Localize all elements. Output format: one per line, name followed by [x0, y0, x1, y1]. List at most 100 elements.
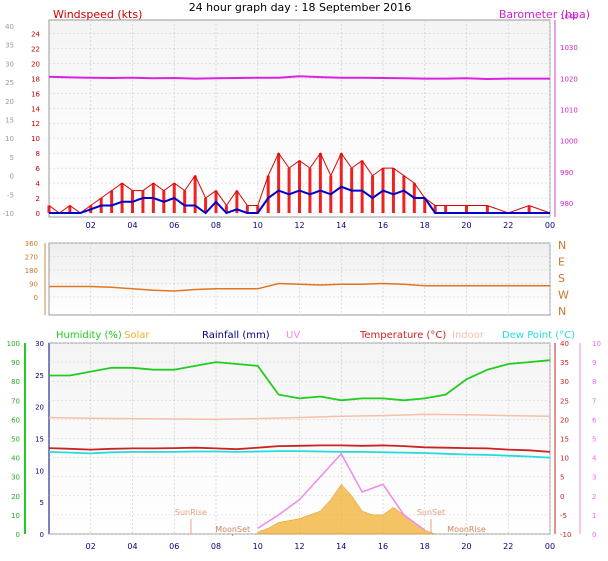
- uv-tick-label: 0: [592, 531, 596, 539]
- y-tick-label: 20: [31, 60, 40, 68]
- uv-tick-label: 4: [592, 455, 597, 463]
- series-line-wind-average: [49, 185, 550, 215]
- barometer-label: Barometer (hpa): [499, 8, 590, 21]
- y-tick-label: 18: [31, 75, 40, 83]
- x-tick-label: 22: [503, 221, 513, 230]
- windspeed-label: Windspeed (kts): [53, 8, 142, 21]
- baro-tick-label: 1030: [560, 44, 578, 52]
- x-tick-label: 04: [127, 221, 137, 230]
- rain-tick-label: 15: [35, 436, 44, 444]
- y-tick-label: 2: [36, 195, 40, 203]
- legend-entry: Dew Point (°C): [502, 330, 575, 341]
- x-tick-label: 04: [127, 542, 137, 551]
- series-line-wind-direction: [49, 282, 550, 292]
- chart-title: 24 hour graph day : 18 September 2016: [189, 1, 412, 14]
- x-tick-label: 10: [253, 221, 263, 230]
- temp-tick-label: 20: [560, 416, 569, 424]
- compass-label: E: [558, 256, 565, 269]
- legend-entry: UV: [286, 330, 300, 341]
- y-tick-label: 22: [31, 45, 40, 53]
- x-tick-label: 18: [420, 221, 430, 230]
- uv-tick-label: 3: [592, 474, 596, 482]
- y-tick-label: 16: [31, 90, 40, 98]
- legend-entry: Solar: [124, 330, 150, 341]
- uv-tick-label: 8: [592, 378, 596, 386]
- uv-tick-label: 10: [592, 340, 601, 348]
- humidity-tick-label: 40: [11, 455, 20, 463]
- x-tick-label: 16: [378, 221, 388, 230]
- uv-tick-label: 5: [592, 436, 596, 444]
- direction-tick-label: 90: [29, 281, 38, 289]
- y-tick-label: 14: [31, 105, 40, 113]
- baro-tick-label: 1010: [560, 107, 578, 115]
- series-line-gust: [48, 152, 551, 214]
- humidity-tick-label: 90: [11, 359, 20, 367]
- baro-tick-label: 980: [560, 200, 573, 208]
- humidity-tick-label: 30: [11, 474, 20, 482]
- humidity-tick-label: 20: [11, 493, 20, 501]
- baro-tick-label: 1020: [560, 75, 578, 83]
- x-tick-label: 02: [86, 542, 96, 551]
- y-far-left-tick-label: 20: [5, 98, 14, 106]
- humidity-tick-label: 0: [16, 531, 20, 539]
- y-tick-label: 10: [31, 135, 40, 143]
- rain-tick-label: 10: [35, 467, 44, 475]
- humidity-tick-label: 70: [11, 397, 20, 405]
- series-line-uv: [257, 452, 426, 531]
- y-far-left-tick-label: 40: [5, 23, 14, 31]
- rain-tick-label: 25: [35, 372, 44, 380]
- x-tick-label: 18: [420, 542, 430, 551]
- x-tick-label: 08: [211, 221, 221, 230]
- compass-label: S: [558, 272, 565, 285]
- direction-tick-label: 180: [25, 267, 38, 275]
- direction-tick-label: 270: [25, 254, 38, 262]
- x-tick-label: 12: [294, 221, 304, 230]
- rain-tick-label: 5: [40, 499, 44, 507]
- baro-tick-label: 1040: [560, 13, 578, 21]
- series-line-humidity: [49, 359, 551, 402]
- x-tick-label: 12: [294, 542, 304, 551]
- temp-tick-label: 25: [560, 397, 569, 405]
- baro-tick-label: 990: [560, 169, 573, 177]
- y-tick-label: 4: [36, 180, 41, 188]
- annotation-label: MoonRise: [447, 525, 486, 534]
- y-tick-label: 12: [31, 120, 40, 128]
- annotation-label: SunRise: [175, 508, 207, 517]
- legend-entry: Rainfall (mm): [202, 330, 270, 341]
- series-line-indoor: [48, 413, 551, 421]
- compass-label: W: [558, 289, 569, 302]
- humidity-tick-label: 100: [7, 340, 20, 348]
- uv-tick-label: 2: [592, 493, 596, 501]
- y-far-left-tick-label: -10: [3, 210, 14, 218]
- x-tick-label: 22: [503, 542, 513, 551]
- x-tick-label: 10: [253, 542, 263, 551]
- x-tick-label: 16: [378, 542, 388, 551]
- y-tick-label: 0: [36, 210, 40, 218]
- y-tick-label: 24: [31, 30, 40, 38]
- legend-entry: Indoor: [452, 330, 485, 341]
- y-far-left-tick-label: 5: [10, 154, 14, 162]
- x-tick-label: 14: [336, 221, 346, 230]
- temp-tick-label: 0: [560, 493, 564, 501]
- temp-tick-label: -5: [560, 512, 567, 520]
- x-tick-label: 20: [461, 221, 471, 230]
- y-tick-label: 8: [36, 150, 40, 158]
- annotation-label: MoonSet: [215, 525, 250, 534]
- humidity-tick-label: 80: [11, 378, 20, 386]
- temp-tick-label: 15: [560, 436, 569, 444]
- temp-tick-label: 35: [560, 359, 569, 367]
- compass-label: N: [558, 305, 566, 318]
- y-tick-label: 6: [36, 165, 41, 173]
- series-line-barometer: [48, 75, 550, 81]
- x-tick-label: 20: [461, 542, 471, 551]
- y-far-left-tick-label: 35: [5, 42, 14, 50]
- baro-tick-label: 1000: [560, 138, 578, 146]
- x-tick-label: 06: [169, 221, 179, 230]
- x-tick-label: 08: [211, 542, 221, 551]
- temp-tick-label: 40: [560, 340, 569, 348]
- y-far-left-tick-label: 30: [5, 60, 14, 68]
- series-line-temperature: [48, 444, 551, 453]
- legend-entry: Humidity (%): [56, 330, 122, 341]
- y-far-left-tick-label: 0: [10, 173, 14, 181]
